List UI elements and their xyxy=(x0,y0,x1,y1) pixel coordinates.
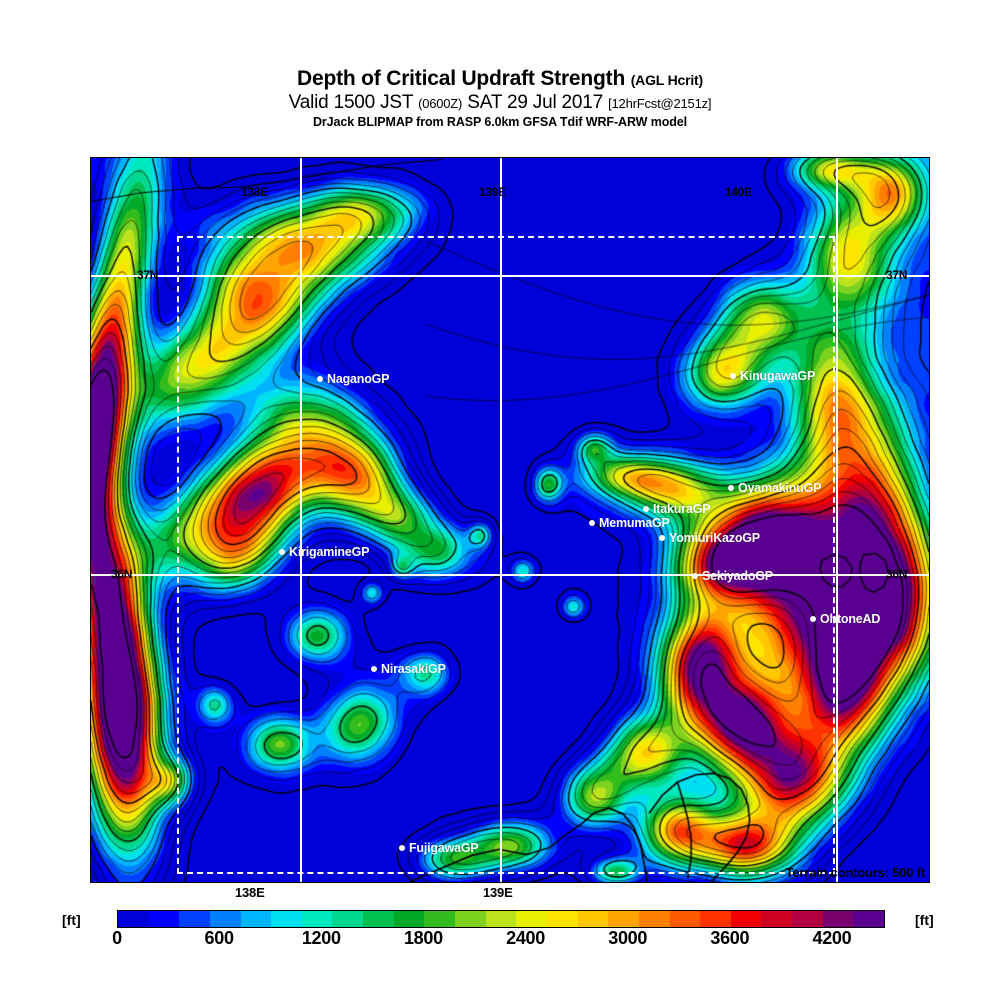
lon-label-bottom-139E: 139E xyxy=(483,885,513,900)
colorbar-segment xyxy=(608,911,639,927)
station-label: OyamakinuGP xyxy=(738,481,822,495)
colorbar-segment xyxy=(240,911,272,927)
station-label: SekiyadoGP xyxy=(702,569,773,583)
station-dot-icon xyxy=(730,373,736,379)
terrain-contour-note: Terrain contours: 500 ft xyxy=(785,865,926,880)
colorbar: [ft] 0 600 1200 1800 2400 3000 3600 4200 [ft] xyxy=(0,905,1000,955)
station-label: OhtoneAD xyxy=(820,612,881,626)
lat-label-left-36N: 36N xyxy=(111,567,133,581)
station-dot-icon xyxy=(810,616,816,622)
colorbar-segment xyxy=(301,911,333,927)
title-main-text: Depth of Critical Updraft Strength xyxy=(297,67,626,90)
station-marker: ItakuraGP xyxy=(643,502,710,516)
station-label: MemumaGP xyxy=(599,516,670,530)
station-label: NaganoGP xyxy=(327,372,390,386)
station-label: YomiuriKazoGP xyxy=(669,531,760,545)
station-dot-icon xyxy=(279,549,285,555)
station-dot-icon xyxy=(659,535,665,541)
station-dot-icon xyxy=(728,485,734,491)
station-label: NirasakiGP xyxy=(381,662,446,676)
colorbar-tick: 3600 xyxy=(710,928,750,948)
station-marker: SekiyadoGP xyxy=(692,569,773,583)
colorbar-segment xyxy=(148,911,180,927)
lat-label-left-37N: 37N xyxy=(137,268,159,282)
colorbar-segment xyxy=(516,911,547,927)
colorbar-tick: 1800 xyxy=(403,928,443,948)
valid-time-line: Valid 1500 JST (0600Z) SAT 29 Jul 2017 [… xyxy=(0,93,1000,112)
station-label: FujigawaGP xyxy=(409,841,479,855)
colorbar-tick: 4200 xyxy=(812,928,852,948)
colorbar-tick: 2400 xyxy=(506,928,545,948)
valid-date: SAT 29 Jul 2017 xyxy=(467,92,604,113)
station-label: KinugawaGP xyxy=(740,369,816,383)
colorbar-segment xyxy=(485,911,517,927)
colorbar-segment xyxy=(730,911,762,927)
colorbar-segment xyxy=(118,911,149,927)
colorbar-segment xyxy=(792,911,823,927)
station-marker: NirasakiGP xyxy=(371,662,446,676)
valid-time-utc: (0600Z) xyxy=(418,96,463,111)
colorbar-tick: 0 xyxy=(112,928,122,948)
station-marker: KinugawaGP xyxy=(730,369,815,383)
forecast-tag: [12hrFcst@2151z] xyxy=(608,96,712,111)
page-title: Depth of Critical Updraft Strength (AGL … xyxy=(0,68,1000,89)
valid-time-local: Valid 1500 JST xyxy=(288,92,414,113)
colorbar-tick: 600 xyxy=(204,928,234,948)
colorbar-segment xyxy=(577,911,609,927)
model-source-line: DrJack BLIPMAP from RASP 6.0km GFSA Tdif… xyxy=(312,115,688,129)
lon-label-bottom-138E: 138E xyxy=(235,885,265,900)
colorbar-segment xyxy=(822,911,854,927)
updraft-depth-heatmap xyxy=(91,158,929,882)
station-dot-icon xyxy=(692,573,698,579)
map-plot-area: 138E 139E 140E 37N 37N 36N 36N NaganoGP … xyxy=(90,157,930,883)
colorbar-segment xyxy=(363,911,394,927)
colorbar-gradient-strip xyxy=(117,910,885,928)
station-marker: OhtoneAD xyxy=(810,612,880,626)
station-marker: YomiuriKazoGP xyxy=(659,531,760,545)
colorbar-segment xyxy=(209,911,241,927)
station-dot-icon xyxy=(643,506,649,512)
station-marker: MemumaGP xyxy=(589,516,670,530)
colorbar-segment xyxy=(761,911,793,927)
station-dot-icon xyxy=(317,376,323,382)
colorbar-segment xyxy=(332,911,364,927)
colorbar-segment xyxy=(455,911,486,927)
colorbar-unit-right: [ft] xyxy=(915,912,934,928)
lon-label-top-140E: 140E xyxy=(725,185,752,199)
colorbar-segment xyxy=(638,911,670,927)
colorbar-tick-labels: 0 600 1200 1800 2400 3000 3600 4200 xyxy=(112,928,883,952)
station-dot-icon xyxy=(399,845,405,851)
title-block: Depth of Critical Updraft Strength (AGL … xyxy=(0,68,1000,129)
colorbar-segment xyxy=(669,911,701,927)
lon-label-top-139E: 139E xyxy=(479,185,506,199)
station-label: ItakuraGP xyxy=(653,502,711,516)
colorbar-tick: 3000 xyxy=(608,928,648,948)
lat-label-right-37N: 37N xyxy=(886,268,908,282)
station-marker: FujigawaGP xyxy=(399,841,479,855)
colorbar-segment xyxy=(700,911,731,927)
colorbar-segment xyxy=(853,911,885,927)
lat-label-right-36N: 36N xyxy=(886,567,908,581)
colorbar-tick: 1200 xyxy=(301,928,341,948)
station-dot-icon xyxy=(371,666,377,672)
colorbar-unit-left: [ft] xyxy=(62,912,81,928)
colorbar-segment xyxy=(393,911,425,927)
station-dot-icon xyxy=(589,520,595,526)
colorbar-segment xyxy=(271,911,302,927)
station-label: KirigamineGP xyxy=(289,545,370,559)
colorbar-segment xyxy=(546,911,578,927)
station-marker: OyamakinuGP xyxy=(728,481,821,495)
station-marker: NaganoGP xyxy=(317,372,390,386)
colorbar-segment xyxy=(424,911,456,927)
station-marker: KirigamineGP xyxy=(279,545,369,559)
lon-label-top-138E: 138E xyxy=(241,185,268,199)
colorbar-segment xyxy=(179,911,210,927)
title-main-paren: (AGL Hcrit) xyxy=(630,72,703,88)
